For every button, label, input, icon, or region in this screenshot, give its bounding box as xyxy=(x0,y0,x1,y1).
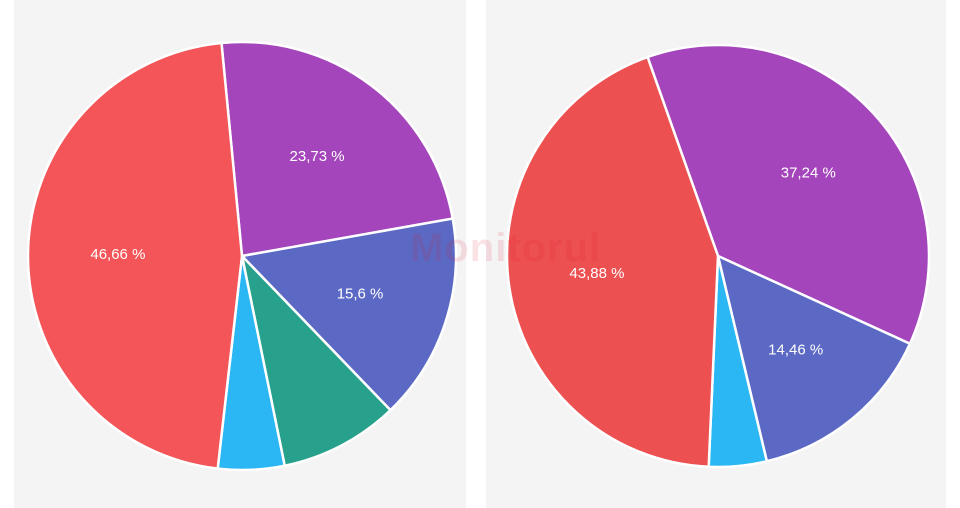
pie-slice-1-1 xyxy=(220,40,454,258)
right-pie-chart: 37,24 % 14,46 % 43,88 % xyxy=(505,43,931,469)
slice-label-1-1: 23,73 % xyxy=(290,148,345,165)
slice-label-1-2: 15,6 % xyxy=(337,285,384,302)
pie-slice-1-3 xyxy=(240,254,392,467)
left-pie-chart: 23,73 % 15,6 % 46,66 % xyxy=(26,40,458,472)
slice-label-2-1: 37,24 % xyxy=(781,164,836,181)
pie-slice-1-5 xyxy=(26,41,244,470)
pie-slice-2-4 xyxy=(505,55,720,469)
pie-slice-2-1 xyxy=(646,43,931,345)
pie-slice-2-2 xyxy=(716,254,912,463)
pie-slice-1-2 xyxy=(240,217,458,412)
slice-label-2-2: 14,46 % xyxy=(768,342,823,359)
left-chart-panel: 23,73 % 15,6 % 46,66 % xyxy=(14,0,466,508)
right-chart-panel: 37,24 % 14,46 % 43,88 % xyxy=(486,0,946,508)
slice-label-1-5: 46,66 % xyxy=(90,246,145,263)
slice-label-2-4: 43,88 % xyxy=(569,265,624,282)
